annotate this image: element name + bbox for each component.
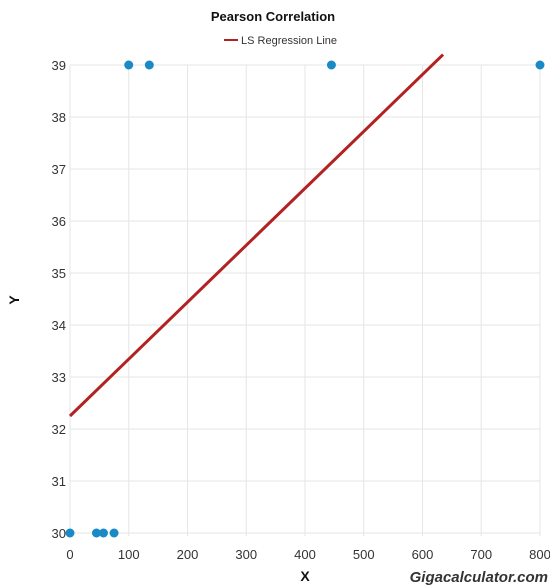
- x-tick-labels: 0 100 200 300 400 500 600 700 800: [66, 547, 550, 562]
- x-tick-label-0: 0: [66, 547, 73, 562]
- y-tick-label-36: 36: [52, 214, 66, 229]
- x-tick-label-400: 400: [294, 547, 316, 562]
- legend-label: LS Regression Line: [241, 35, 337, 47]
- x-tick-label-700: 700: [470, 547, 492, 562]
- data-point-6: [326, 60, 336, 70]
- grid: [69, 64, 541, 536]
- legend: LS Regression Line: [224, 35, 337, 47]
- regression-line: [68, 53, 445, 418]
- data-point-4: [124, 60, 134, 70]
- y-tick-label-32: 32: [52, 422, 66, 437]
- x-tick-label-500: 500: [353, 547, 375, 562]
- y-tick-label-33: 33: [52, 370, 66, 385]
- chart-title: Pearson Correlation: [211, 9, 335, 24]
- data-point-1: [91, 528, 101, 538]
- data-point-3: [109, 528, 119, 538]
- data-point-0: [65, 528, 75, 538]
- data-points: [65, 60, 545, 538]
- y-tick-label-30: 30: [52, 526, 66, 541]
- y-tick-label-38: 38: [52, 110, 66, 125]
- x-tick-label-800: 800: [529, 547, 550, 562]
- y-tick-label-37: 37: [52, 162, 66, 177]
- y-tick-labels: 30 31 32 33 34 35 36 37 38 39: [52, 58, 66, 541]
- data-point-5: [144, 60, 154, 70]
- data-point-2: [98, 528, 108, 538]
- y-tick-label-31: 31: [52, 474, 66, 489]
- x-tick-label-600: 600: [412, 547, 434, 562]
- y-tick-label-39: 39: [52, 58, 66, 73]
- y-tick-label-34: 34: [52, 318, 66, 333]
- data-point-7: [535, 60, 545, 70]
- y-tick-label-35: 35: [52, 266, 66, 281]
- y-axis-label: Y: [6, 295, 22, 305]
- x-axis-label: X: [300, 568, 310, 584]
- x-tick-label-200: 200: [177, 547, 199, 562]
- watermark: Gigacalculator.com: [410, 569, 548, 586]
- regression-line-layer: [68, 53, 445, 418]
- x-tick-label-300: 300: [235, 547, 257, 562]
- x-tick-label-100: 100: [118, 547, 140, 562]
